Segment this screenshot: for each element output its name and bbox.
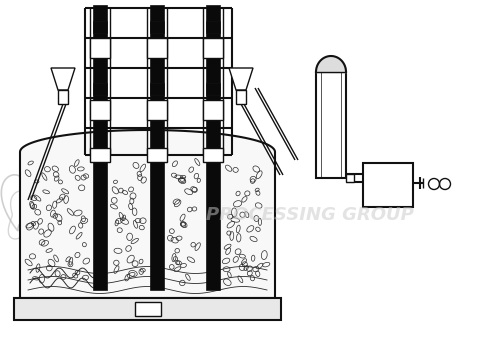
Bar — [206, 5, 220, 290]
Bar — [14, 298, 281, 320]
Bar — [363, 163, 413, 207]
Bar — [150, 83, 164, 95]
Bar — [147, 148, 167, 162]
Bar — [346, 174, 354, 182]
Text: PROCESSING GROUP: PROCESSING GROUP — [206, 206, 414, 224]
Bar — [150, 5, 164, 290]
Polygon shape — [20, 130, 275, 298]
Bar — [90, 148, 110, 162]
Bar — [316, 72, 346, 178]
Bar — [93, 5, 107, 290]
Bar — [90, 100, 110, 120]
Polygon shape — [51, 68, 75, 90]
Bar — [203, 148, 223, 162]
Bar — [58, 90, 68, 104]
Bar — [93, 21, 107, 33]
Bar — [203, 100, 223, 120]
Bar — [90, 38, 110, 58]
Bar — [206, 21, 220, 33]
Bar — [203, 38, 223, 58]
Bar — [236, 90, 246, 104]
Bar — [147, 38, 167, 58]
Bar — [93, 83, 107, 95]
Polygon shape — [229, 68, 253, 90]
Bar — [134, 302, 160, 316]
Bar — [147, 100, 167, 120]
Bar — [150, 21, 164, 33]
Bar — [206, 83, 220, 95]
